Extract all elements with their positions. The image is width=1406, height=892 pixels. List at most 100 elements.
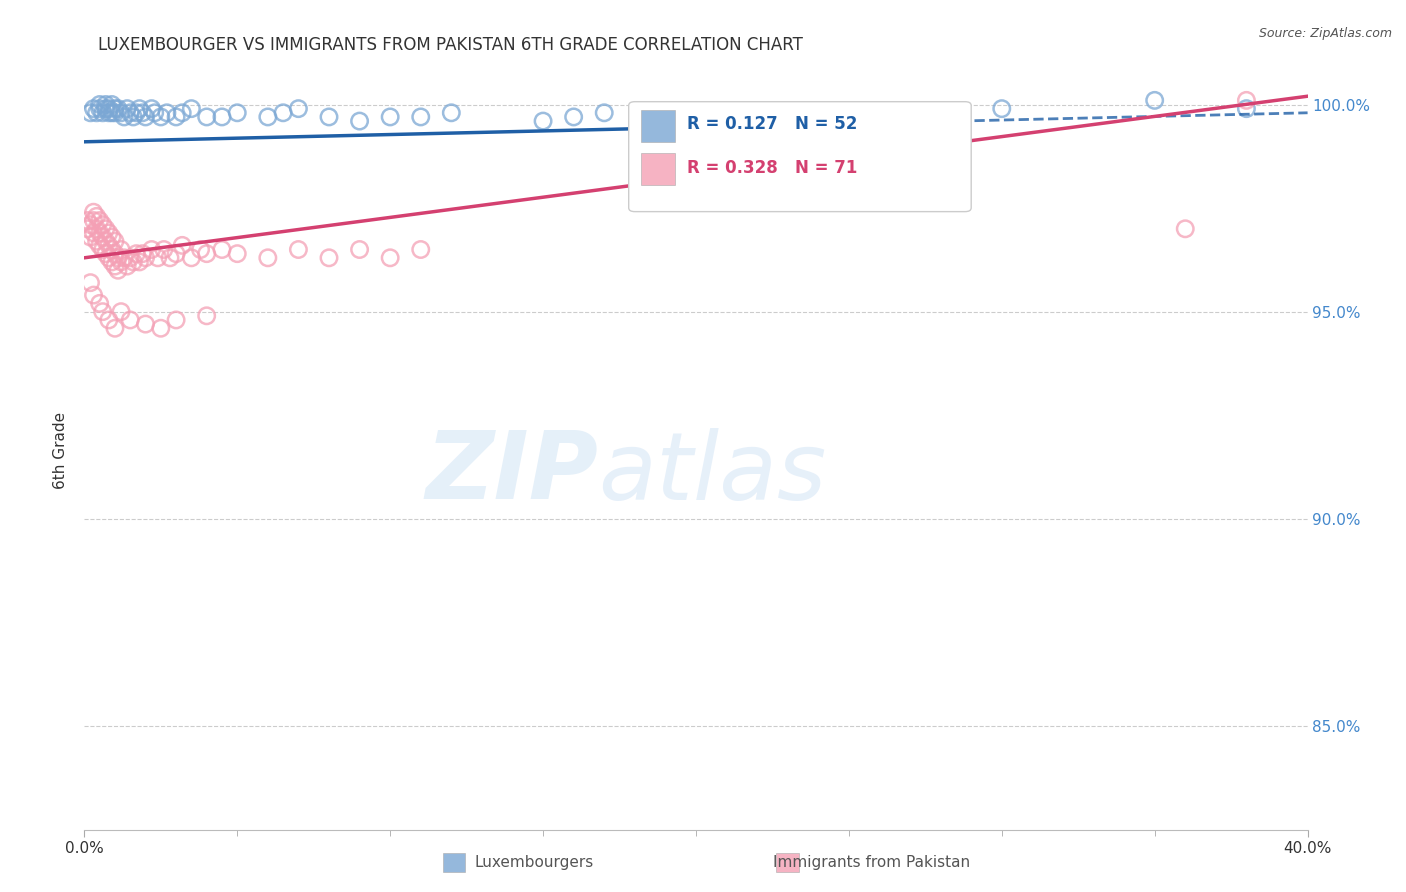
Point — [97, 102, 120, 116]
Point — [97, 313, 120, 327]
Point — [180, 251, 202, 265]
Point — [180, 102, 202, 116]
Point — [104, 234, 127, 248]
Point — [94, 246, 117, 260]
Point — [89, 213, 111, 227]
Point — [654, 110, 676, 124]
Point — [156, 105, 179, 120]
Text: ZIP: ZIP — [425, 427, 598, 519]
Point — [195, 309, 218, 323]
Point — [131, 246, 153, 260]
Point — [349, 114, 371, 128]
Point — [110, 105, 132, 120]
Point — [83, 102, 105, 116]
Point — [172, 105, 194, 120]
Point — [86, 234, 108, 248]
Point — [380, 110, 402, 124]
Point — [120, 251, 142, 265]
Point — [91, 105, 114, 120]
Point — [110, 304, 132, 318]
Point — [195, 110, 218, 124]
Point — [838, 105, 860, 120]
Point — [165, 110, 187, 124]
Point — [318, 251, 340, 265]
Point — [89, 97, 111, 112]
Text: R = 0.328   N = 71: R = 0.328 N = 71 — [688, 159, 858, 177]
Point — [91, 243, 114, 257]
Text: Luxembourgers: Luxembourgers — [475, 855, 593, 870]
Point — [149, 321, 172, 335]
Point — [318, 110, 340, 124]
Point — [349, 243, 371, 257]
Point — [593, 105, 616, 120]
Point — [91, 218, 114, 232]
Point — [83, 205, 105, 219]
Point — [257, 251, 280, 265]
Point — [115, 259, 138, 273]
Point — [86, 222, 108, 236]
FancyBboxPatch shape — [641, 153, 675, 186]
Point — [104, 321, 127, 335]
Point — [562, 110, 585, 124]
Point — [97, 105, 120, 120]
Point — [86, 105, 108, 120]
Point — [287, 102, 309, 116]
Point — [211, 110, 233, 124]
Point — [104, 102, 127, 116]
Point — [97, 251, 120, 265]
Point — [91, 230, 114, 244]
Point — [83, 288, 105, 302]
Point — [1236, 102, 1258, 116]
Point — [380, 251, 402, 265]
Point — [94, 222, 117, 236]
Point — [287, 243, 309, 257]
Text: Immigrants from Pakistan: Immigrants from Pakistan — [773, 855, 970, 870]
Point — [76, 213, 98, 227]
FancyBboxPatch shape — [641, 110, 675, 142]
Point — [104, 105, 127, 120]
Point — [128, 102, 150, 116]
Point — [86, 210, 108, 224]
Point — [122, 110, 145, 124]
Point — [91, 304, 114, 318]
Point — [97, 238, 120, 252]
Point — [1174, 222, 1197, 236]
Y-axis label: 6th Grade: 6th Grade — [53, 412, 69, 489]
Text: LUXEMBOURGER VS IMMIGRANTS FROM PAKISTAN 6TH GRADE CORRELATION CHART: LUXEMBOURGER VS IMMIGRANTS FROM PAKISTAN… — [98, 36, 803, 54]
Point — [115, 102, 138, 116]
Point — [94, 97, 117, 112]
Point — [131, 105, 153, 120]
Point — [226, 105, 249, 120]
Point — [271, 105, 294, 120]
Point — [101, 105, 124, 120]
Point — [409, 243, 432, 257]
Point — [104, 246, 127, 260]
Point — [226, 246, 249, 260]
Text: atlas: atlas — [598, 427, 827, 519]
Point — [97, 226, 120, 240]
Point — [1143, 94, 1166, 108]
Point — [991, 102, 1014, 116]
Point — [122, 255, 145, 269]
Point — [146, 251, 169, 265]
Point — [531, 114, 554, 128]
Point — [79, 230, 101, 244]
Point — [165, 246, 187, 260]
Point — [89, 102, 111, 116]
Point — [110, 255, 132, 269]
Point — [135, 317, 157, 331]
Text: R = 0.127   N = 52: R = 0.127 N = 52 — [688, 114, 858, 133]
Point — [89, 226, 111, 240]
Point — [120, 313, 142, 327]
Point — [125, 246, 148, 260]
Point — [101, 243, 124, 257]
Point — [79, 276, 101, 290]
Point — [104, 259, 127, 273]
Point — [409, 110, 432, 124]
Point — [120, 105, 142, 120]
Point — [135, 110, 157, 124]
Point — [149, 110, 172, 124]
Point — [101, 97, 124, 112]
Point — [112, 251, 135, 265]
Point — [107, 102, 129, 116]
